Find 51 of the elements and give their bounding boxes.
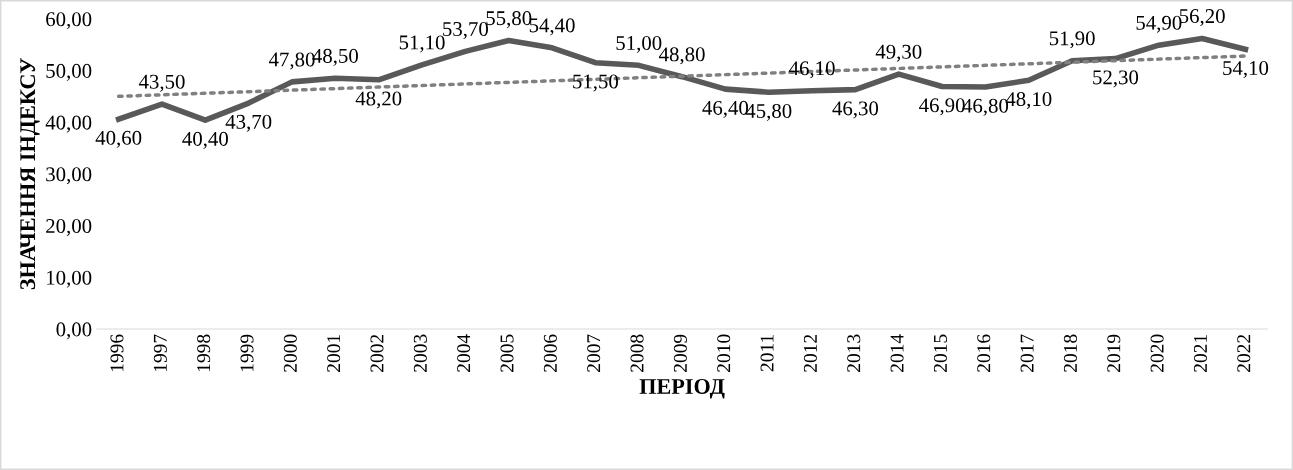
- x-tick-label: 2006: [543, 334, 557, 372]
- x-tick-label: 2017: [1020, 334, 1034, 372]
- data-label: 53,70: [443, 21, 488, 40]
- data-label: 46,10: [789, 61, 835, 79]
- x-axis-title: ПЕРІОД: [639, 379, 725, 399]
- x-tick-label: 2014: [890, 334, 904, 372]
- data-label: 40,40: [182, 131, 228, 149]
- data-label: 49,30: [875, 44, 922, 62]
- y-tick-label: 30,00: [46, 167, 92, 185]
- x-tick-label: 1998: [197, 334, 211, 372]
- x-tick-label: 2016: [977, 334, 991, 372]
- x-tick-label: 2001: [327, 335, 341, 372]
- x-tick-label: 2007: [587, 334, 601, 372]
- data-label: 51,10: [399, 35, 445, 53]
- data-label: 52,30: [1093, 70, 1139, 88]
- x-tick-label: 2013: [847, 334, 861, 372]
- data-label: 51,90: [1049, 31, 1095, 49]
- data-label: 54,90: [1136, 15, 1182, 33]
- x-tick-label: 2012: [803, 334, 817, 372]
- x-tick-label: 2022: [1237, 334, 1251, 372]
- x-tick-label: 2003: [413, 334, 427, 372]
- x-tick-label: 2015: [933, 334, 947, 372]
- x-tick-label: 2019: [1107, 334, 1121, 372]
- y-tick-label: 40,00: [45, 115, 92, 133]
- y-axis-title: ЗНАЧЕННЯ ІНДЕКСУ: [20, 58, 40, 290]
- data-label: 54,10: [1223, 61, 1269, 79]
- data-label: 40,60: [95, 130, 142, 148]
- x-tick-label: 2008: [630, 334, 644, 372]
- data-label: 43,50: [138, 74, 185, 92]
- x-tick-label: 2000: [283, 334, 297, 372]
- data-label: 46,30: [832, 101, 879, 119]
- x-tick-label: 2005: [500, 334, 514, 372]
- x-tick-label: 2009: [673, 334, 687, 372]
- x-tick-label: 2021: [1193, 335, 1207, 372]
- x-tick-label: 2004: [457, 334, 471, 372]
- y-tick-label: 0,00: [56, 322, 92, 340]
- x-tick-label: 2018: [1063, 334, 1077, 372]
- data-label: 51,50: [573, 74, 619, 92]
- x-tick-label: 1996: [110, 334, 124, 372]
- y-tick-label: 10,00: [47, 270, 92, 288]
- data-label: 48,20: [355, 91, 402, 109]
- y-tick-label: 60,00: [46, 12, 92, 30]
- x-tick-label: 2011: [760, 335, 774, 372]
- x-tick-label: 1997: [153, 334, 167, 372]
- x-tick-label: 2020: [1150, 334, 1164, 372]
- y-tick-label: 20,00: [46, 218, 92, 237]
- x-tick-label: 2010: [717, 334, 731, 372]
- x-tick-label: 2002: [370, 334, 384, 372]
- data-label: 43,70: [225, 114, 272, 132]
- x-tick-label: 1999: [240, 334, 254, 372]
- y-tick-label: 50,00: [46, 63, 92, 81]
